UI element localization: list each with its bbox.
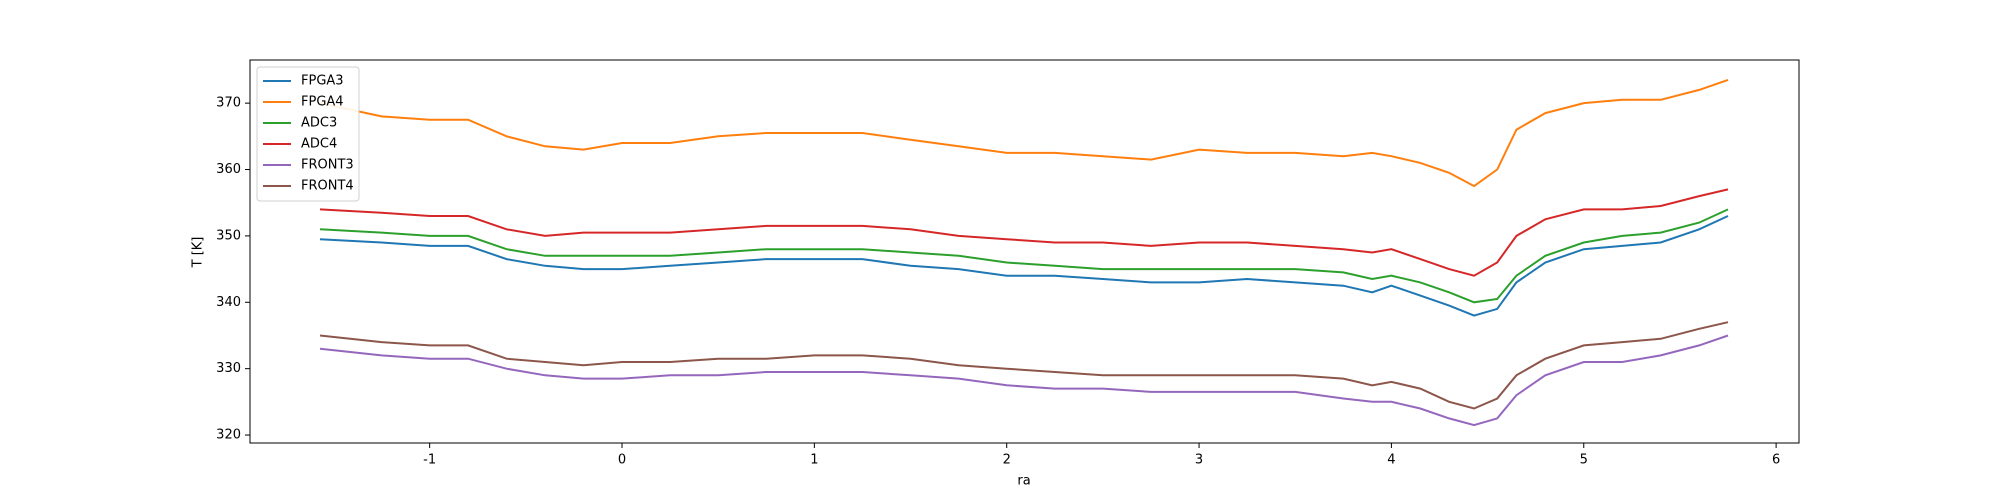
y-tick-label: 330 — [216, 361, 241, 376]
y-tick-label: 360 — [216, 162, 241, 177]
x-tick-label: 2 — [1003, 453, 1011, 468]
series-line — [319, 321, 1729, 410]
x-tick-label: 0 — [618, 453, 626, 468]
legend-box — [256, 66, 360, 202]
y-tick-label: 320 — [216, 428, 241, 443]
y-tick-label: 340 — [216, 295, 241, 310]
x-tick-label: -1 — [423, 453, 436, 468]
x-tick-label: 6 — [1772, 453, 1780, 468]
y-tick-label: 350 — [216, 228, 241, 243]
series-line — [319, 215, 1729, 317]
legend: FPGA3 FPGA4 ADC3 ADC4 FRONT3 FRONT4 — [256, 66, 360, 202]
x-tick-label: 1 — [810, 453, 818, 468]
series-line — [319, 334, 1729, 427]
legend-label: ADC4 — [301, 137, 337, 152]
plot-frame — [249, 59, 1800, 444]
legend-label: FPGA4 — [301, 95, 344, 110]
x-tick-label: 4 — [1387, 453, 1395, 468]
series-line — [319, 78, 1729, 188]
legend-label: FRONT4 — [301, 179, 354, 194]
x-tick-label: 5 — [1580, 453, 1588, 468]
legend-label: FRONT3 — [301, 158, 354, 173]
x-axis-label: ra — [1017, 474, 1030, 489]
series-line — [319, 208, 1729, 304]
x-tick-label: 3 — [1195, 453, 1203, 468]
series-line — [319, 188, 1729, 277]
legend-label: FPGA3 — [301, 74, 344, 89]
y-axis-label: T [K] — [191, 237, 206, 269]
y-tick-label: 370 — [216, 96, 241, 111]
legend-label: ADC3 — [301, 116, 337, 131]
